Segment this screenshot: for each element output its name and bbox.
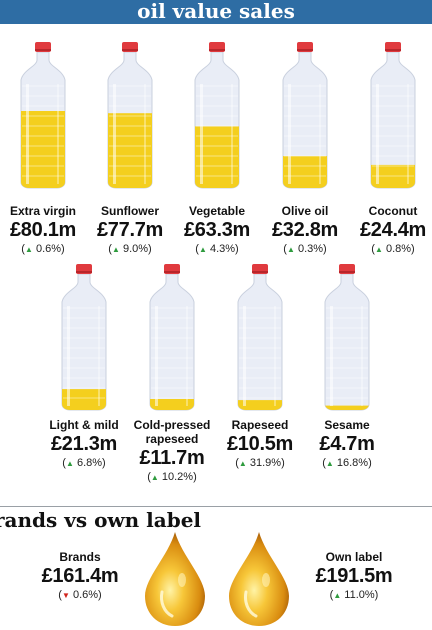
oil-bottle-icon [282, 42, 328, 189]
bottle-item-extra-virgin: Extra virgin £80.1m (▲ 0.6%) [0, 40, 86, 257]
oil-level [238, 400, 282, 410]
bottle-item-sunflower: Sunflower £77.7m (▲ 9.0%) [87, 40, 173, 257]
bottle-item-sesame: Sesame £4.7m (▲ 16.8%) [304, 262, 390, 471]
oil-bottle-icon [61, 264, 107, 411]
bottle-value: £21.3m [50, 433, 118, 455]
bottle-item-coconut: Coconut £24.4m (▲ 0.8%) [350, 40, 432, 257]
oil-bottle-icon [194, 42, 240, 189]
bottle-change: (▲ 16.8%) [322, 457, 372, 469]
bottle-item-cold-pressed-rapeseed: Cold-pressed rapeseed £11.7m (▲ 10.2%) [129, 262, 215, 485]
bottle-change: (▲ 10.2%) [147, 471, 197, 483]
bottle-value: £80.1m [9, 219, 77, 241]
bottle-item-vegetable: Vegetable £63.3m (▲ 4.3%) [174, 40, 260, 257]
page-title: oil value sales [0, 0, 432, 24]
section-title: rands vs own label [0, 508, 202, 532]
bottle-change: (▲ 6.8%) [62, 457, 106, 469]
bottle-label-line-1: Cold-pressed [133, 418, 211, 432]
bottle-label: Rapeseed [231, 418, 289, 432]
down-arrow-icon: ▼ [61, 591, 70, 600]
oil-level [62, 389, 106, 410]
brands-label: Brands [59, 550, 101, 564]
bottle-label: Sunflower [100, 204, 159, 218]
oil-level [283, 156, 327, 188]
brands-value: £161.4m [41, 565, 119, 587]
bottle-value: £24.4m [359, 219, 427, 241]
oil-level [21, 111, 65, 188]
up-arrow-icon: ▲ [24, 245, 33, 254]
bottle-change: (▲ 0.6%) [21, 243, 65, 255]
oil-bottle-icon [324, 264, 370, 411]
oil-drop-icon [145, 532, 205, 626]
bottle-label: Olive oil [281, 204, 329, 218]
own-label-value: £191.5m [315, 565, 393, 587]
bottle-value: £10.5m [226, 433, 294, 455]
bottle-item-light-mild: Light & mild £21.3m (▲ 6.8%) [41, 262, 127, 471]
oil-bottle-icon [149, 264, 195, 411]
oil-level [325, 405, 369, 410]
bottle-change: (▲ 0.3%) [283, 243, 327, 255]
up-arrow-icon: ▲ [111, 245, 120, 254]
brands-stat: Brands £161.4m (▼ 0.6%) [28, 550, 132, 603]
bottle-change: (▲ 9.0%) [108, 243, 152, 255]
bottle-value: £63.3m [183, 219, 251, 241]
bottle-label: Light & mild [49, 418, 119, 432]
up-arrow-icon: ▲ [198, 245, 207, 254]
up-arrow-icon: ▲ [65, 459, 74, 468]
bottle-label: Sesame [324, 418, 370, 432]
oil-bottle-icon [370, 42, 416, 189]
oil-level [150, 399, 194, 410]
up-arrow-icon: ▲ [374, 245, 383, 254]
bottle-value: £77.7m [96, 219, 164, 241]
up-arrow-icon: ▲ [325, 459, 334, 468]
oil-level [371, 164, 415, 188]
oil-bottle-icon [107, 42, 153, 189]
bottle-item-rapeseed: Rapeseed £10.5m (▲ 31.9%) [217, 262, 303, 471]
oil-level [108, 113, 152, 188]
up-arrow-icon: ▲ [286, 245, 295, 254]
bottle-label: Coconut [368, 204, 418, 218]
brands-change: (▼ 0.6%) [58, 589, 102, 601]
up-arrow-icon: ▲ [333, 591, 342, 600]
oil-bottle-icon [20, 42, 66, 189]
bottle-value: £4.7m [319, 433, 375, 455]
oil-drop-icon [229, 532, 289, 626]
bottle-value: £11.7m [139, 447, 205, 469]
bottle-change: (▲ 0.8%) [371, 243, 415, 255]
section-divider [0, 506, 432, 507]
own-label-label: Own label [325, 550, 383, 564]
bottle-label: Vegetable [188, 204, 246, 218]
up-arrow-icon: ▲ [150, 473, 159, 482]
bottle-label-line-2: rapeseed [145, 432, 199, 446]
up-arrow-icon: ▲ [238, 459, 247, 468]
bottle-item-olive-oil: Olive oil £32.8m (▲ 0.3%) [262, 40, 348, 257]
own-label-change: (▲ 11.0%) [329, 589, 379, 601]
oil-bottle-icon [237, 264, 283, 411]
bottle-change: (▲ 4.3%) [195, 243, 239, 255]
bottle-change: (▲ 31.9%) [235, 457, 285, 469]
bottle-label: Extra virgin [9, 204, 77, 218]
own-label-stat: Own label £191.5m (▲ 11.0%) [302, 550, 406, 603]
bottle-value: £32.8m [271, 219, 339, 241]
